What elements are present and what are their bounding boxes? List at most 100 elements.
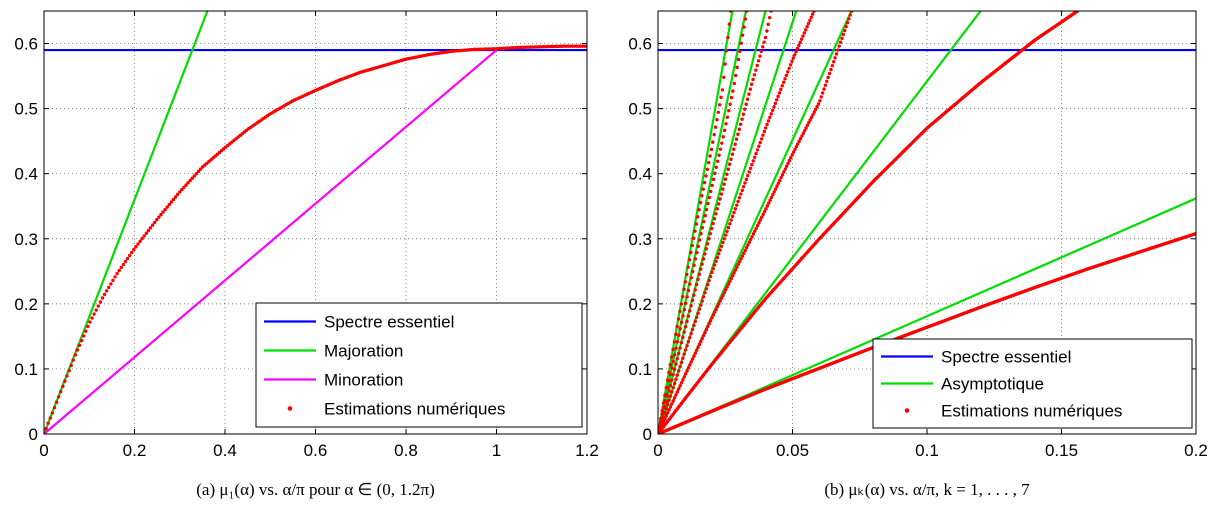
data-point: [844, 24, 848, 29]
data-point: [693, 319, 697, 324]
data-point: [727, 22, 731, 26]
data-point: [117, 268, 121, 273]
data-point: [715, 207, 719, 211]
data-point: [661, 401, 666, 405]
data-point: [833, 56, 837, 60]
data-point: [667, 389, 671, 393]
data-point: [763, 35, 768, 40]
x-tick-label: 0.2: [123, 441, 147, 460]
data-point: [754, 226, 758, 231]
data-point: [672, 396, 677, 400]
data-point: [671, 399, 675, 403]
data-point: [717, 153, 721, 157]
data-point: [756, 59, 761, 63]
data-point: [686, 366, 691, 370]
data-point: [721, 240, 725, 245]
data-point: [685, 295, 689, 299]
data-point: [198, 167, 203, 171]
data-point: [663, 393, 667, 398]
data-point: [805, 123, 810, 128]
y-tick-label: 0.6: [628, 35, 652, 54]
data-point: [695, 348, 699, 352]
data-point: [758, 140, 762, 145]
data-point: [675, 390, 680, 394]
data-point: [732, 147, 736, 151]
y-tick-label: 0: [29, 425, 38, 444]
data-point: [751, 232, 756, 236]
x-tick-label: 1: [492, 441, 501, 460]
data-point: [690, 269, 695, 274]
data-point: [665, 402, 670, 407]
data-point: [737, 195, 742, 200]
data-point: [704, 247, 708, 251]
data-point: [148, 226, 153, 230]
data-point: [63, 379, 67, 383]
data-point: [710, 270, 714, 275]
y-tick-label: 0.2: [14, 295, 38, 314]
data-point: [847, 17, 851, 21]
data-point: [694, 222, 699, 226]
data-point: [729, 276, 734, 281]
data-point: [94, 308, 98, 312]
data-point: [676, 351, 681, 356]
data-point: [44, 426, 48, 431]
data-point: [733, 142, 737, 146]
data-point: [713, 125, 718, 129]
data-point: [748, 166, 753, 171]
data-point: [772, 105, 776, 109]
data-point: [755, 148, 760, 152]
data-point: [668, 405, 673, 409]
data-point: [727, 109, 731, 113]
data-point: [679, 340, 684, 345]
y-tick-label: 0.4: [628, 165, 652, 184]
data-point: [798, 136, 803, 141]
data-point: [144, 231, 149, 235]
data-point: [743, 107, 747, 111]
data-point: [716, 110, 720, 114]
data-point: [771, 192, 775, 197]
data-point: [712, 263, 717, 267]
data-point: [726, 35, 730, 40]
data-point: [827, 71, 832, 76]
data-point: [175, 192, 180, 197]
data-point: [113, 275, 117, 279]
data-point: [757, 144, 761, 148]
data-point: [733, 268, 738, 272]
data-point: [699, 303, 703, 307]
data-point: [194, 171, 199, 176]
chart-b-legend: Spectre essentiel Asymptotique Estimations…: [872, 338, 1193, 429]
data-point: [689, 331, 693, 336]
data-point: [75, 348, 80, 352]
data-point: [696, 311, 700, 315]
data-point: [658, 424, 662, 428]
data-point: [819, 95, 823, 99]
data-point: [766, 119, 771, 123]
data-point: [695, 250, 699, 255]
data-point: [700, 194, 704, 198]
y-tick-label: 0.1: [628, 360, 652, 379]
data-point: [92, 312, 96, 316]
data-point: [708, 319, 713, 323]
data-point: [776, 94, 780, 99]
data-point: [708, 154, 712, 158]
data-point: [794, 145, 799, 149]
data-point: [719, 244, 724, 248]
data-point: [682, 287, 686, 291]
data-point: [779, 87, 783, 92]
series-line-majoration: [44, 11, 209, 434]
data-point: [667, 370, 671, 375]
data-point: [726, 225, 731, 230]
data-point: [791, 150, 796, 154]
data-point: [704, 207, 709, 212]
data-point: [681, 314, 685, 318]
chart-a-caption: (a) μ₁(α) vs. α/π pour α ∈ (0, 1.2π): [196, 480, 435, 499]
data-point: [778, 178, 782, 183]
data-point: [167, 202, 172, 207]
data-point: [765, 204, 769, 208]
data-point: [675, 356, 679, 361]
data-point: [724, 288, 728, 292]
data-point: [747, 170, 751, 174]
data-point: [747, 240, 752, 244]
data-point: [680, 294, 685, 299]
series-line-minoration: [44, 49, 498, 434]
